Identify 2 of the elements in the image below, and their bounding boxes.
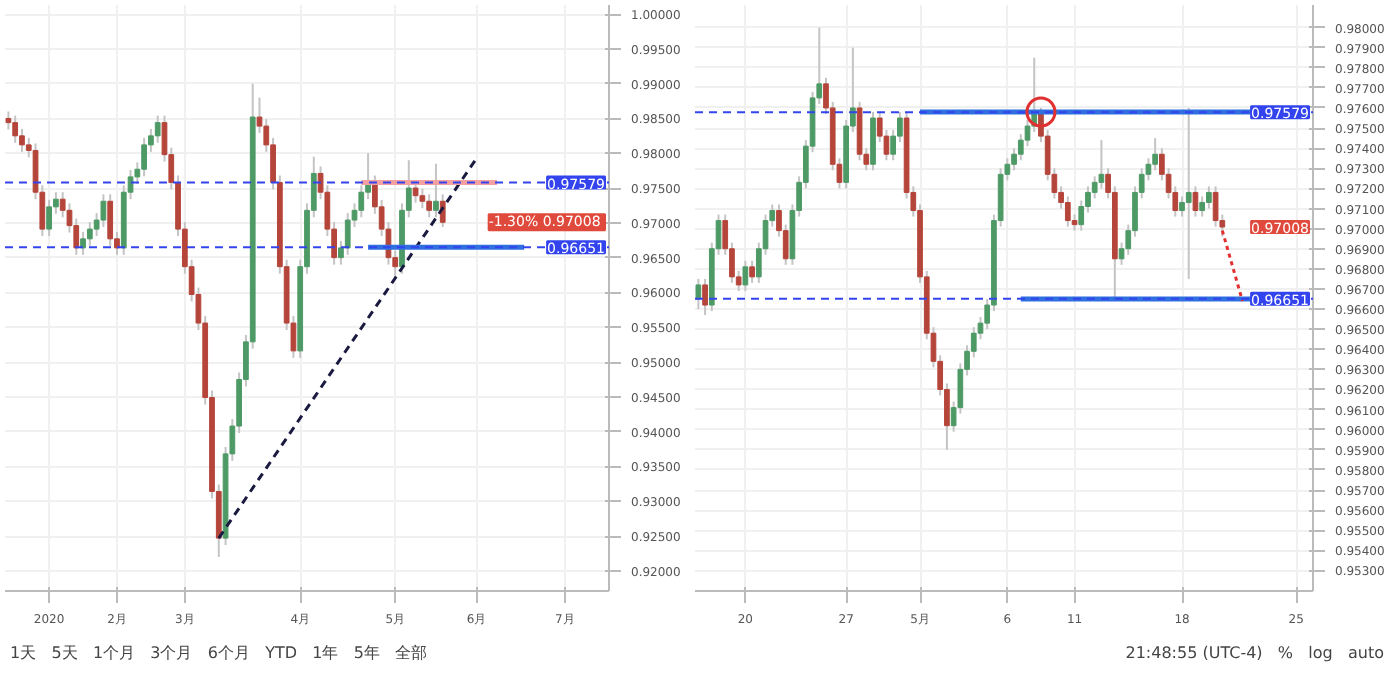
text: 1天 5天 1个月 3个月 6个月 YTD 1年 5年 全部	[10, 644, 428, 662]
text: 21:48:55 (UTC-4) % log auto	[1125, 644, 1384, 662]
